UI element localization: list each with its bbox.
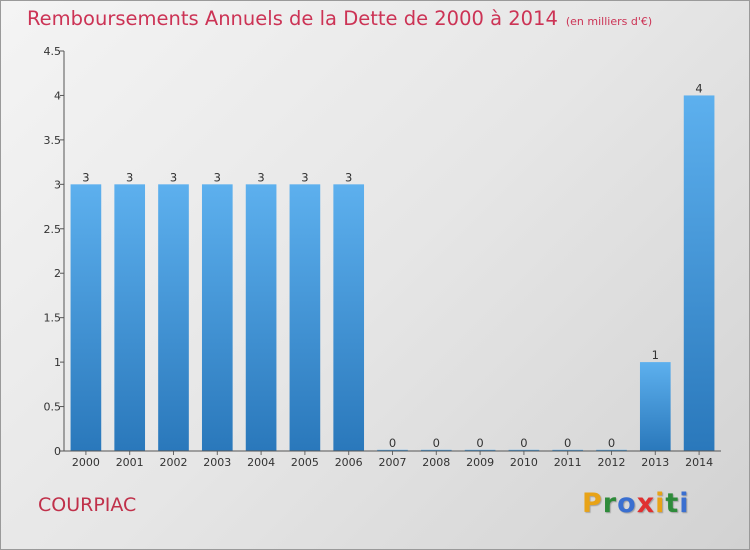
y-tick-label-2.5: 2.5 (44, 223, 62, 236)
data-label-2013: 1 (652, 348, 659, 362)
y-tick-label-0.5: 0.5 (44, 401, 62, 414)
y-tick-label-3: 3 (54, 178, 61, 191)
x-tick-label-2005: 2005 (291, 456, 319, 469)
data-label-2002: 3 (170, 170, 177, 184)
x-tick-label-2008: 2008 (422, 456, 450, 469)
logo-letter: r (602, 488, 618, 519)
logo-letter: t (665, 488, 680, 519)
data-label-2007: 0 (389, 436, 396, 450)
bar-2004 (245, 184, 277, 452)
bar-2008 (420, 449, 452, 451)
bar-2000 (70, 184, 102, 452)
x-tick-label-2001: 2001 (116, 456, 144, 469)
x-tick-label-2013: 2013 (641, 456, 669, 469)
x-tick-label-2007: 2007 (379, 456, 407, 469)
data-label-2012: 0 (608, 436, 615, 450)
data-label-2010: 0 (520, 436, 527, 450)
bar-2010 (508, 449, 540, 451)
x-tick-label-2006: 2006 (335, 456, 363, 469)
x-tick-label-2002: 2002 (160, 456, 188, 469)
x-tick-label-2012: 2012 (598, 456, 626, 469)
y-tick-label-1: 1 (54, 356, 61, 369)
data-label-2003: 3 (214, 170, 221, 184)
y-tick-label-0: 0 (54, 445, 61, 458)
proxiti-logo: Proxiti (582, 488, 690, 519)
data-label-2004: 3 (257, 170, 264, 184)
commune-name: COURPIAC (38, 494, 137, 516)
bar-2014 (683, 95, 715, 451)
bar-2007 (377, 449, 408, 451)
bar-2009 (464, 449, 496, 451)
data-label-2006: 3 (345, 170, 352, 184)
x-axis: 2000 2001 2002 2003 2004 2005 2006 2007 2008 2009… (64, 450, 721, 469)
y-tick-label-3.5: 3.5 (44, 134, 62, 147)
x-tick-label-2000: 2000 (72, 456, 100, 469)
bar-2002 (158, 184, 189, 452)
data-label-2005: 3 (301, 170, 308, 184)
bar-2006 (333, 184, 365, 452)
data-label-2009: 0 (476, 436, 483, 450)
logo-letter: i (655, 488, 666, 519)
bar-2003 (201, 184, 233, 452)
data-label-2014: 4 (695, 81, 702, 95)
data-label-2001: 3 (126, 170, 133, 184)
y-tick-label-4.5: 4.5 (44, 45, 62, 58)
logo-letter: o (617, 488, 637, 519)
chart-subtitle: (en milliers d'€) (565, 15, 653, 28)
x-tick-label-2011: 2011 (554, 456, 582, 469)
title-row: Remboursements Annuels de la Dette de 20… (27, 7, 652, 30)
x-tick-label-2010: 2010 (510, 456, 538, 469)
y-axis: 0 0.5 1 1.5 2 2.5 3 3.5 4 4.5 (44, 45, 65, 458)
bar-2013 (639, 362, 671, 451)
x-tick-label-2009: 2009 (466, 456, 494, 469)
bars-group: 3 3 3 3 3 3 3 0 0 0 0 0 0 1 4 (70, 81, 715, 452)
y-tick-label-4: 4 (54, 89, 61, 102)
x-tick-label-2004: 2004 (247, 456, 275, 469)
logo-letter: x (636, 488, 656, 519)
bar-2001 (114, 184, 146, 452)
bar-2011 (552, 449, 584, 451)
bar-2005 (289, 184, 321, 452)
logo-letter: i (679, 488, 690, 519)
y-tick-label-2: 2 (54, 267, 61, 280)
data-label-2000: 3 (82, 170, 89, 184)
data-label-2011: 0 (564, 436, 571, 450)
chart-title: Remboursements Annuels de la Dette de 20… (27, 7, 558, 30)
y-tick-label-1.5: 1.5 (44, 312, 62, 325)
logo-letter: P (582, 488, 603, 519)
x-tick-label-2014: 2014 (685, 456, 713, 469)
bar-2012 (596, 449, 627, 451)
x-tick-label-2003: 2003 (203, 456, 231, 469)
data-label-2008: 0 (433, 436, 440, 450)
